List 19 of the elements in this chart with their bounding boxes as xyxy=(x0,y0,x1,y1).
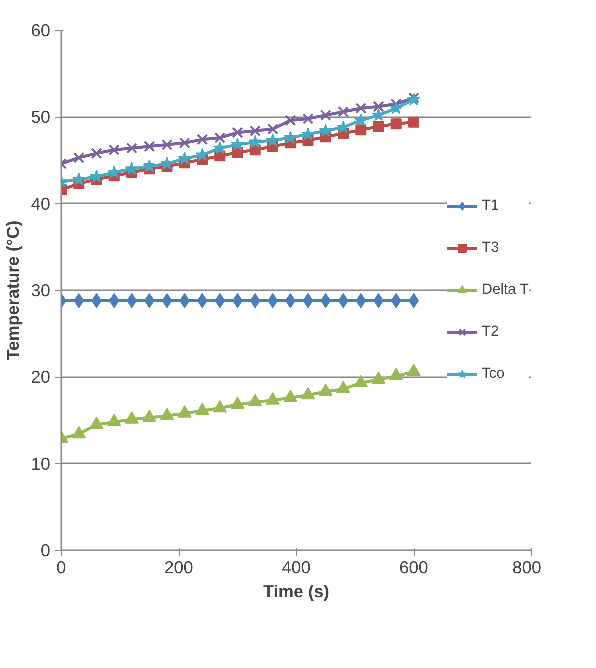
y-tick-label: 20 xyxy=(31,367,51,388)
legend-label: T3 xyxy=(482,240,500,256)
y-axis-title: Temperature (°C) xyxy=(3,220,24,360)
legend-label: Tco xyxy=(482,366,505,382)
x-tick-label: 600 xyxy=(400,558,428,578)
legend-label: T1 xyxy=(482,198,500,214)
legend-label: Delta T xyxy=(482,282,529,298)
x-tick-label: 0 xyxy=(56,558,66,578)
x-axis-title: Time (s) xyxy=(263,582,330,602)
y-tick-label: 30 xyxy=(31,280,51,300)
y-tick-label: 40 xyxy=(31,194,51,214)
x-tick-label: 200 xyxy=(164,558,194,578)
x-tick-label: 800 xyxy=(512,558,542,578)
x-tick-label: 400 xyxy=(282,558,311,578)
y-tick-label: 60 xyxy=(31,20,51,40)
y-tick-label: 0 xyxy=(40,540,51,560)
y-tick-label: 50 xyxy=(31,107,51,128)
legend-label: T2 xyxy=(482,324,500,340)
y-tick-label: 10 xyxy=(31,454,51,474)
